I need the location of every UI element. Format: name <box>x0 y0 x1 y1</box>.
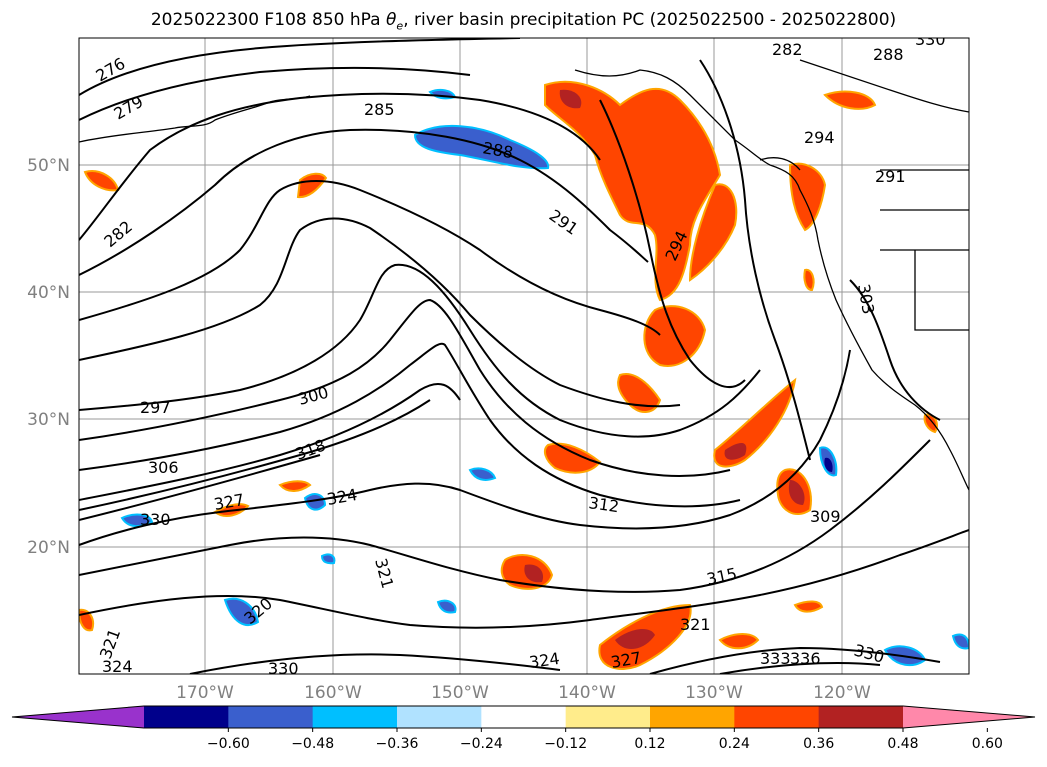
anomaly-blob <box>824 457 833 472</box>
contour-label: 333 <box>760 649 791 668</box>
colorbar-segment <box>228 706 314 728</box>
anomaly-blob <box>803 268 815 292</box>
contour-label: 285 <box>364 100 395 119</box>
colorbar-segment <box>818 706 904 728</box>
positive-anomaly-shading <box>79 80 938 670</box>
anomaly-blob <box>688 183 738 282</box>
lon-tick-label: 120°W <box>813 683 871 703</box>
colorbar-tick-label: −0.60 <box>207 736 250 752</box>
anomaly-blob <box>823 90 877 110</box>
colorbar-tick-label: 0.12 <box>634 736 665 752</box>
colorbar-segment <box>565 706 651 728</box>
lon-tick-label: 160°W <box>304 683 362 703</box>
plot-frame <box>78 37 970 675</box>
contour-label: 294 <box>804 128 835 147</box>
lat-tick-label: 40°N <box>27 283 70 303</box>
lon-tick-labels: 170°W 160°W 150°W 140°W 130°W 120°W <box>176 683 871 703</box>
colorbar: −0.60 −0.48 −0.36 −0.24 −0.12 0.12 0.24 0.36 0.4… <box>11 705 1036 752</box>
contour-label: 321 <box>680 615 711 634</box>
anomaly-blob <box>278 480 312 492</box>
contour-label: 330 <box>268 659 299 678</box>
colorbar-segment <box>312 706 398 728</box>
coastlines <box>79 59 969 491</box>
contour-label: 330 <box>140 510 171 529</box>
anomaly-blob <box>617 373 662 413</box>
contour-label: 330 <box>915 30 946 49</box>
colorbar-outline <box>11 705 1036 729</box>
colorbar-tick-label: −0.48 <box>291 736 334 752</box>
colorbar-extend-min <box>12 706 144 728</box>
contour-label: 309 <box>810 507 841 526</box>
colorbar-segment <box>481 706 567 728</box>
contour-label: 336 <box>790 649 821 668</box>
anomaly-blob <box>718 633 760 650</box>
colorbar-segment <box>144 706 229 728</box>
lat-tick-label: 30°N <box>27 410 70 430</box>
anomaly-blob <box>303 493 327 511</box>
anomaly-blob <box>223 597 260 627</box>
colorbar-tick-label: −0.36 <box>376 736 419 752</box>
contour-label: 297 <box>140 398 171 417</box>
theta-e-contours <box>79 38 969 674</box>
anomaly-blob <box>543 442 602 474</box>
anomaly-blob <box>559 89 582 109</box>
contour-label: 282 <box>772 40 803 59</box>
contour-label: 324 <box>528 649 561 672</box>
contour-label: 306 <box>148 458 179 477</box>
anomaly-blob <box>951 633 969 650</box>
anomaly-blob <box>296 172 328 199</box>
anomaly-blob <box>724 443 747 460</box>
contour-label: 324 <box>102 657 133 676</box>
anomaly-blob <box>615 628 655 650</box>
contour-label: 312 <box>587 493 620 516</box>
lon-tick-label: 150°W <box>431 683 489 703</box>
anomaly-blob <box>436 599 457 614</box>
colorbar-tick-label: 0.60 <box>972 736 1003 752</box>
lon-tick-label: 140°W <box>558 683 616 703</box>
anomaly-blob <box>788 480 805 505</box>
lat-tick-labels: 50°N 40°N 30°N 20°N <box>27 156 70 558</box>
contour-label: 291 <box>875 167 906 186</box>
colorbar-tick-label: 0.48 <box>887 736 918 752</box>
anomaly-blob <box>120 513 154 528</box>
lon-tick-label: 130°W <box>685 683 743 703</box>
lat-tick-label: 50°N <box>27 156 70 176</box>
anomaly-blob <box>524 564 544 583</box>
contour-label: 288 <box>873 45 904 64</box>
colorbar-tick-label: 0.36 <box>803 736 834 752</box>
colorbar-segment <box>734 706 820 728</box>
lat-tick-label: 20°N <box>27 538 70 558</box>
colorbar-segment <box>650 706 735 728</box>
plot-area: 276 279 282 285 288 291 294 297 300 303 … <box>79 30 969 678</box>
colorbar-tick-label: −0.24 <box>460 736 503 752</box>
colorbar-segment <box>397 706 482 728</box>
anomaly-blob <box>793 600 824 613</box>
colorbar-extend-max <box>903 706 1035 728</box>
lon-tick-label: 170°W <box>176 683 234 703</box>
anomaly-blob <box>788 162 827 232</box>
anomaly-blob <box>544 80 722 302</box>
map-title: 2025022300 F108 850 hPa θe, river basin … <box>150 10 897 33</box>
anomaly-blob <box>468 467 497 481</box>
colorbar-tick-label: 0.24 <box>719 736 750 752</box>
colorbar-tick-label: −0.12 <box>544 736 587 752</box>
anomaly-blob <box>320 553 336 565</box>
